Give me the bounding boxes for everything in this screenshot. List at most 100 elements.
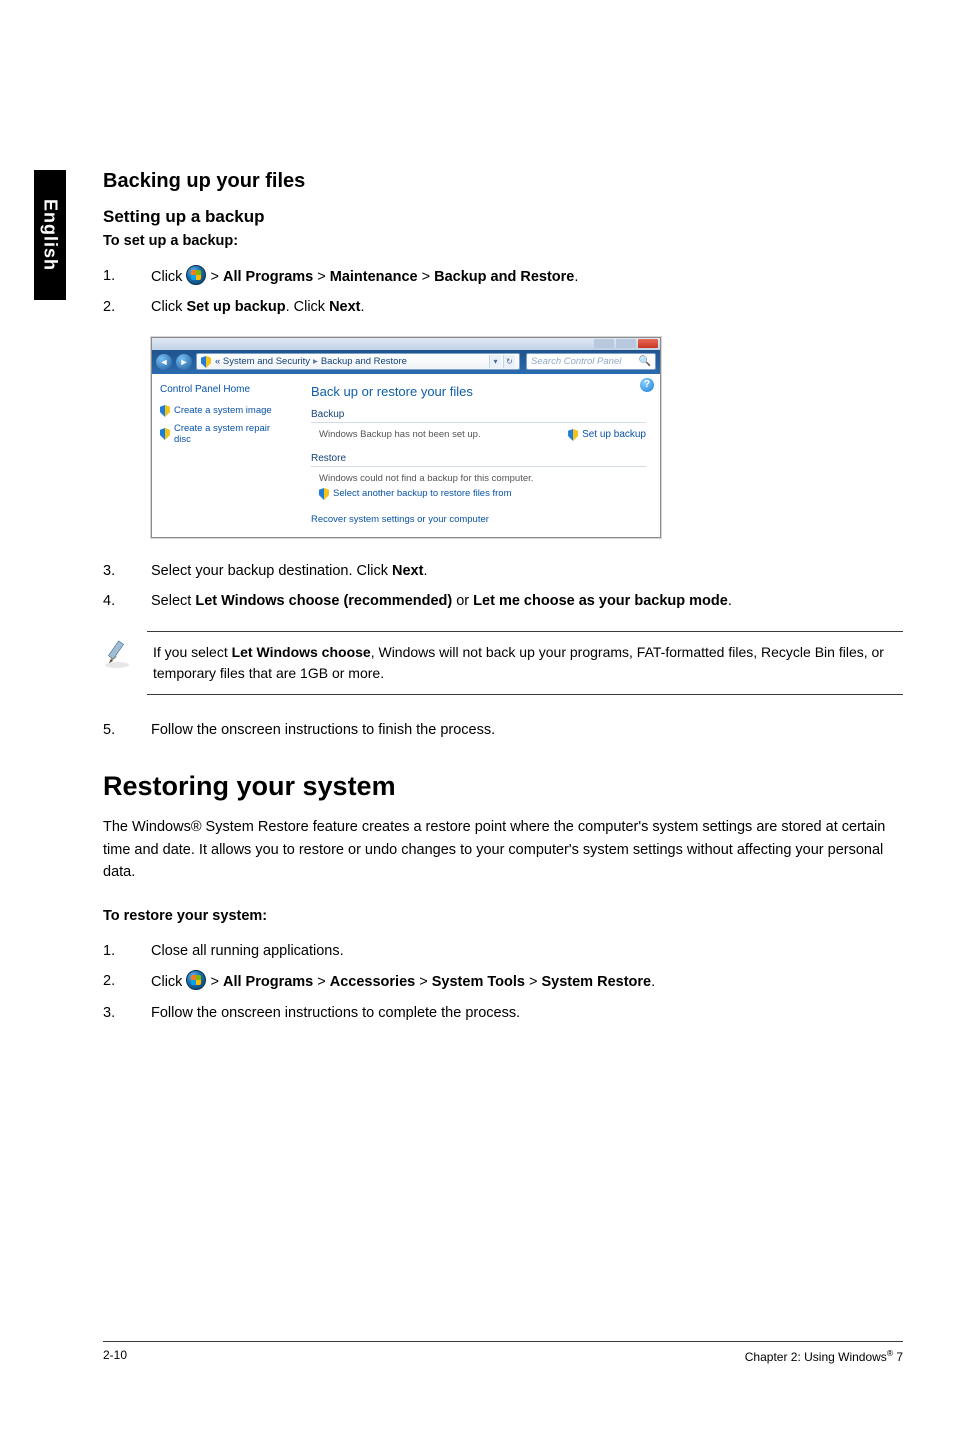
footer-page-number: 2-10 [103, 1348, 127, 1364]
sidebar-link-system-image[interactable]: Create a system image [160, 405, 289, 417]
restore-paragraph: The Windows® System Restore feature crea… [103, 816, 903, 883]
step-bold: Accessories [330, 974, 415, 990]
step-bold: Set up backup [186, 299, 285, 315]
backup-restore-window: ◄ ► « System and Security ▸ Backup and R… [151, 337, 661, 538]
nav-forward-button[interactable]: ► [176, 354, 192, 370]
note-text-span: If you select [153, 644, 232, 660]
step-text: or [452, 593, 473, 609]
heading-to-restore: To restore your system: [103, 908, 903, 924]
breadcrumb-segment: Backup and Restore [321, 356, 407, 367]
restore-step-2: 2. Click > All Programs > Accessories > … [103, 970, 903, 993]
step-number: 4. [103, 590, 151, 612]
divider [311, 466, 646, 467]
backup-step-3: 3. Select your backup destination. Click… [103, 560, 903, 582]
group-label-restore: Restore [311, 453, 646, 464]
search-input[interactable]: Search Control Panel 🔍 [526, 353, 656, 370]
note-box: If you select Let Windows choose, Window… [103, 631, 903, 695]
step-text: Click [151, 974, 186, 990]
sidebar-link-label: Create a system image [174, 405, 272, 416]
step-text: > [206, 269, 223, 285]
step-text: Click [151, 269, 186, 285]
step-text: Select your backup destination. Click [151, 563, 392, 579]
step-number: 1. [103, 265, 151, 287]
help-icon[interactable]: ? [640, 378, 654, 392]
shield-icon [568, 429, 578, 441]
shield-icon [160, 428, 170, 440]
step-text: . [574, 269, 578, 285]
step-text: . [728, 593, 732, 609]
step-text: Select [151, 593, 195, 609]
step-text: Follow the onscreen instructions to comp… [151, 1002, 903, 1024]
select-backup-label: Select another backup to restore files f… [333, 488, 511, 499]
step-text: > [418, 269, 435, 285]
backup-step-5: 5. Follow the onscreen instructions to f… [103, 719, 903, 741]
heading-restoring: Restoring your system [103, 771, 903, 802]
close-button[interactable] [638, 339, 658, 348]
breadcrumb-refresh-button[interactable]: ↻ [503, 355, 515, 368]
pencil-icon [103, 631, 147, 695]
step-text: > [206, 974, 223, 990]
step-bold: Backup and Restore [434, 269, 574, 285]
step-text: > [313, 269, 330, 285]
backup-steps-list-final: 5. Follow the onscreen instructions to f… [103, 719, 903, 741]
sidebar-link-repair-disc[interactable]: Create a system repair disc [160, 423, 289, 445]
window-sidebar: Control Panel Home Create a system image… [152, 374, 297, 537]
breadcrumb[interactable]: « System and Security ▸ Backup and Resto… [196, 353, 520, 370]
step-text: . [361, 299, 365, 315]
step-number: 3. [103, 560, 151, 582]
step-text: Click [151, 299, 186, 315]
shield-icon [201, 356, 211, 368]
sidebar-link-label: Create a system repair disc [174, 423, 289, 445]
footer-chapter-text: Chapter 2: Using Windows [745, 1350, 887, 1364]
step-text: > [525, 974, 542, 990]
heading-to-set-up: To set up a backup: [103, 233, 903, 249]
backup-step-2: 2. Click Set up backup. Click Next. [103, 296, 903, 318]
step-number: 2. [103, 296, 151, 318]
step-bold: System Restore [541, 974, 651, 990]
step-text: . Click [286, 299, 330, 315]
restore-steps-list: 1. Close all running applications. 2. Cl… [103, 940, 903, 1024]
backup-steps-list: 1. Click > All Programs > Maintenance > … [103, 265, 903, 319]
step-text: . [651, 974, 655, 990]
restore-step-3: 3. Follow the onscreen instructions to c… [103, 1002, 903, 1024]
setup-backup-label: Set up backup [582, 429, 646, 440]
window-navbar: ◄ ► « System and Security ▸ Backup and R… [152, 350, 660, 374]
restore-step-1: 1. Close all running applications. [103, 940, 903, 962]
step-bold: Let Windows choose (recommended) [195, 593, 452, 609]
chevron-right-icon: ▸ [313, 356, 318, 367]
heading-backing-up: Backing up your files [103, 170, 903, 193]
search-placeholder: Search Control Panel [531, 356, 621, 367]
backup-step-4: 4. Select Let Windows choose (recommende… [103, 590, 903, 612]
step-number: 2. [103, 970, 151, 992]
step-bold: Next [392, 563, 423, 579]
window-main: ? Back up or restore your files Backup W… [297, 374, 660, 537]
step-text: Close all running applications. [151, 940, 903, 962]
step-bold: Let me choose as your backup mode [473, 593, 728, 609]
step-number: 1. [103, 940, 151, 962]
shield-icon [319, 488, 329, 500]
step-number: 5. [103, 719, 151, 741]
minimize-button[interactable] [594, 339, 614, 348]
step-bold: Maintenance [330, 269, 418, 285]
maximize-button[interactable] [616, 339, 636, 348]
page-content: Backing up your files Setting up a backu… [103, 170, 903, 1042]
select-backup-link[interactable]: Select another backup to restore files f… [311, 488, 646, 500]
footer-chapter-version: 7 [893, 1350, 903, 1364]
nav-back-button[interactable]: ◄ [156, 354, 172, 370]
note-text: If you select Let Windows choose, Window… [147, 631, 903, 695]
recover-system-link[interactable]: Recover system settings or your computer [311, 514, 646, 525]
step-text: > [313, 974, 330, 990]
step-number: 3. [103, 1002, 151, 1024]
footer-chapter: Chapter 2: Using Windows® 7 [745, 1348, 903, 1364]
heading-setting-up: Setting up a backup [103, 207, 903, 227]
step-bold: System Tools [432, 974, 525, 990]
setup-backup-link[interactable]: Set up backup [568, 429, 646, 441]
divider [311, 422, 646, 423]
shield-icon [160, 405, 170, 417]
sidebar-home-link[interactable]: Control Panel Home [160, 384, 289, 395]
breadcrumb-dropdown-button[interactable]: ▾ [489, 355, 501, 368]
main-title: Back up or restore your files [311, 384, 646, 399]
search-icon: 🔍 [639, 356, 651, 367]
page-footer: 2-10 Chapter 2: Using Windows® 7 [103, 1341, 903, 1364]
backup-step-1: 1. Click > All Programs > Maintenance > … [103, 265, 903, 288]
